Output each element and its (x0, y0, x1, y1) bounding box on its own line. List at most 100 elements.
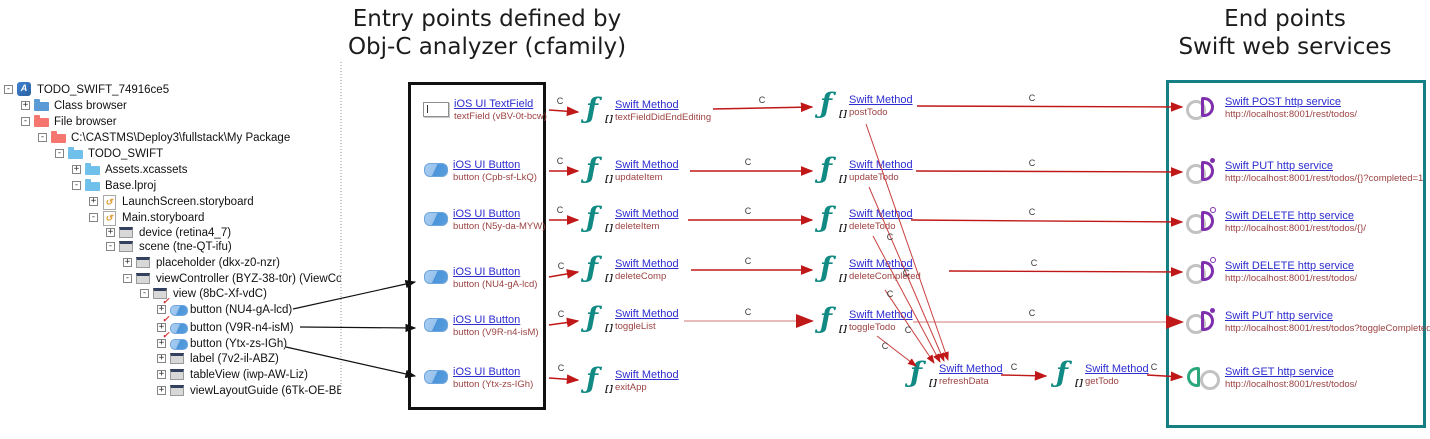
entry-node-link[interactable]: iOS UI Button (453, 208, 521, 220)
tree-item-file-browser[interactable]: - File browser (21, 115, 117, 128)
method-link[interactable]: Swift Method (615, 258, 679, 270)
expander-icon[interactable]: + (157, 304, 166, 314)
tree-item-package-path[interactable]: - C:\CASTMS\Deploy3\fullstack\My Package (38, 130, 291, 145)
entry-node-textfield[interactable]: iOS UI TextField textField (vBV-0t-bcw) (423, 98, 547, 123)
expander-icon[interactable]: + (157, 353, 166, 363)
tree-item-launchscreen[interactable]: +LaunchScreen.storyboard (89, 194, 254, 210)
tree-item-main-storyboard[interactable]: -Main.storyboard (89, 210, 204, 226)
expander-icon[interactable]: - (38, 132, 47, 142)
svg-text:C: C (882, 341, 889, 351)
tree-item-button-v9r[interactable]: + ✓ button (V9R-n4-isM) (157, 314, 294, 334)
service-node-post[interactable]: Swift POST http service http://localhost:… (1186, 96, 1357, 122)
service-node-delete-2[interactable]: Swift DELETE http service http://localhos… (1186, 257, 1357, 286)
tree-item-device[interactable]: + device (retina4_7) (106, 225, 232, 240)
tree-item-view[interactable]: - view (8bC-Xf-vdC) (140, 287, 267, 300)
method-link[interactable]: Swift Method (615, 159, 679, 171)
expander-icon[interactable]: + (89, 196, 98, 206)
method-link[interactable]: Swift Method (849, 309, 913, 321)
method-link[interactable]: Swift Method (939, 363, 1003, 375)
service-node-put-1[interactable]: Swift PUT http service http://localhost:8… (1186, 158, 1423, 186)
expander-icon[interactable]: - (4, 84, 13, 94)
http-service-delete-icon (1186, 207, 1220, 236)
tree-item-assets[interactable]: + Assets.xcassets (72, 163, 188, 176)
entry-node-link[interactable]: iOS UI Button (453, 366, 521, 378)
tree-item-button-ytx[interactable]: + ✓ button (Ytx-zs-IGh) (157, 330, 288, 350)
tree-item-viewlayoutguide[interactable]: + viewLayoutGuide (6Tk-OE-BBY) (157, 384, 341, 397)
tree-item-placeholder[interactable]: + placeholder (dkx-z0-nzr) (123, 256, 280, 269)
expander-icon[interactable]: + (106, 227, 115, 237)
tree-item-scene[interactable]: - scene (tne-QT-ifu) (106, 240, 232, 253)
expander-icon[interactable]: + (21, 100, 30, 110)
expander-icon[interactable]: + (72, 164, 81, 174)
method-link[interactable]: Swift Method (1085, 363, 1149, 375)
folder-icon (51, 130, 67, 145)
tree-item-viewcontroller[interactable]: -viewController (BYZ-38-t0r) (ViewContrc (123, 272, 341, 285)
expander-icon[interactable]: + (123, 257, 132, 267)
method-link[interactable]: Swift Method (615, 208, 679, 220)
entry-node-button-n5y[interactable]: iOS UI Button button (N5y-da-MYW) (424, 208, 545, 233)
method-link[interactable]: Swift Method (849, 258, 913, 270)
tree-item-class-browser[interactable]: + Class browser (21, 99, 127, 112)
method-link[interactable]: Swift Method (849, 208, 913, 220)
entry-node-button-nu4[interactable]: iOS UI Button button (NU4-gA-lcd) (424, 266, 537, 291)
expander-icon[interactable]: + (157, 338, 166, 348)
entry-node-button-cpb[interactable]: iOS UI Button button (Cpb-sf-LkQ) (424, 159, 537, 184)
service-link[interactable]: Swift DELETE http service (1225, 210, 1354, 222)
entry-points-title-line1: Entry points defined by (352, 6, 622, 32)
service-node-get[interactable]: Swift GET http service http://localhost:8… (1186, 366, 1357, 392)
service-link[interactable]: Swift POST http service (1225, 96, 1341, 108)
end-points-title: End points Swift web services (1140, 5, 1430, 61)
window-icon (119, 225, 135, 240)
tree-item-label[interactable]: + label (7v2-il-ABZ) (157, 352, 279, 365)
expander-icon[interactable]: + (157, 322, 166, 332)
method-link[interactable]: Swift Method (849, 94, 913, 106)
svg-text:C: C (1151, 362, 1158, 372)
service-link[interactable]: Swift DELETE http service (1225, 260, 1354, 272)
entry-points-title: Entry points defined by Obj-C analyzer (… (287, 5, 687, 61)
method-link[interactable]: Swift Method (615, 369, 679, 381)
tree-item-base-lproj[interactable]: - Base.lproj (72, 179, 157, 192)
expander-icon[interactable]: - (140, 288, 149, 298)
expander-icon[interactable]: - (89, 212, 98, 222)
entry-node-button-ytx[interactable]: iOS UI Button button (Ytx-zs-IGh) (424, 366, 533, 391)
tree-item-tableview[interactable]: + tableView (iwp-AW-Liz) (157, 368, 309, 381)
ios-button-icon (424, 318, 448, 332)
svg-text:C: C (1029, 158, 1036, 168)
tree-item-project[interactable]: -TODO_SWIFT_74916ce5 (4, 82, 169, 97)
method-link[interactable]: Swift Method (615, 308, 679, 320)
expander-icon[interactable]: - (123, 273, 132, 283)
service-link[interactable]: Swift GET http service (1225, 366, 1334, 378)
service-node-put-2[interactable]: Swift PUT http service http://localhost:8… (1186, 308, 1430, 336)
entry-node-button-v9r[interactable]: iOS UI Button button (V9R-n4-isM) (424, 314, 539, 339)
entry-node-link[interactable]: iOS UI Button (453, 314, 521, 326)
expander-icon[interactable]: - (55, 148, 64, 158)
entry-node-link[interactable]: iOS UI Button (453, 266, 521, 278)
entry-node-link[interactable]: iOS UI TextField (454, 98, 534, 110)
service-link[interactable]: Swift PUT http service (1225, 310, 1333, 322)
service-link[interactable]: Swift PUT http service (1225, 160, 1333, 172)
tree-item-button-nu4[interactable]: + ✓ button (NU4-gA-lcd) (157, 296, 293, 316)
entry-node-link[interactable]: iOS UI Button (453, 159, 521, 171)
method-link[interactable]: Swift Method (849, 159, 913, 171)
expander-icon[interactable]: - (72, 180, 81, 190)
tree-item-todo-swift[interactable]: - TODO_SWIFT (55, 147, 164, 160)
service-node-delete-1[interactable]: Swift DELETE http service http://localhos… (1186, 207, 1366, 236)
expander-icon[interactable]: + (157, 369, 166, 379)
expander-icon[interactable]: - (21, 116, 30, 126)
method-link[interactable]: Swift Method (615, 99, 679, 111)
expander-icon[interactable]: - (106, 241, 115, 251)
expander-icon[interactable]: + (157, 385, 166, 395)
